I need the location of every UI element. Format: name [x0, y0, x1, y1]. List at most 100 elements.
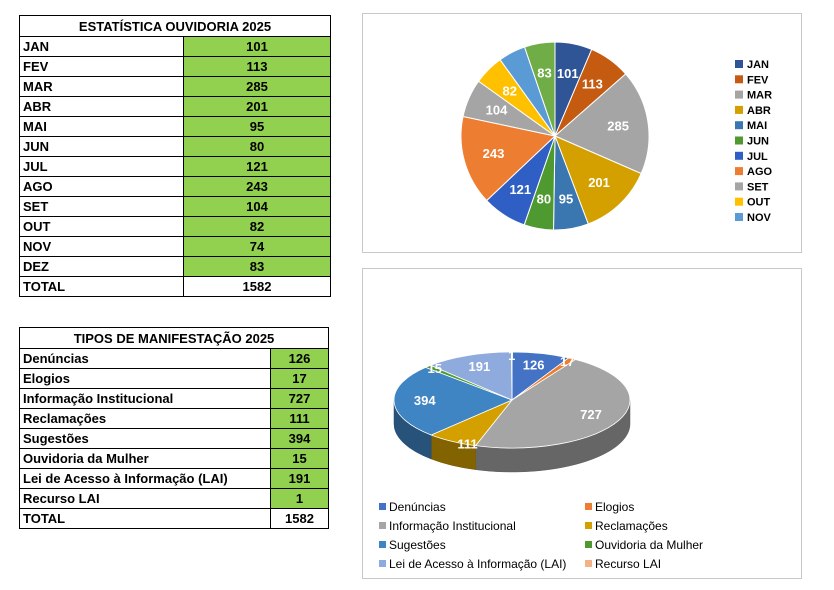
type-row: Informação Institucional 727	[19, 388, 329, 409]
pie-slice-abr	[554, 135, 642, 225]
pie-data-label: 1	[508, 348, 515, 363]
legend-swatch	[379, 522, 386, 529]
type-row-value: 191	[270, 468, 329, 489]
pie-data-label: 95	[559, 191, 573, 206]
month-row-label: DEZ	[19, 256, 184, 277]
legend-swatch	[735, 151, 743, 160]
legend-swatch	[585, 541, 592, 548]
pie-data-label: 83	[537, 65, 551, 80]
month-row: AGO 243	[19, 176, 331, 197]
legend-label: Sugestões	[389, 538, 446, 552]
month-row-value: 121	[183, 156, 331, 177]
legend-swatch	[379, 541, 386, 548]
type-row-label: Informação Institucional	[19, 388, 271, 409]
manifestation-types-title: TIPOS DE MANIFESTAÇÃO 2025	[19, 327, 329, 349]
pie-data-label: 82	[503, 83, 517, 98]
type-row: Denúncias 126	[19, 348, 329, 369]
legend-label: AGO	[747, 166, 773, 178]
month-row: DEZ 83	[19, 256, 331, 277]
type-row-value: 126	[270, 348, 329, 369]
month-row-value: 80	[183, 136, 331, 157]
legend-swatch	[735, 75, 743, 84]
type-row: Lei de Acesso à Informação (LAI) 191	[19, 468, 329, 489]
legend-label: MAI	[747, 120, 767, 132]
month-row-label: JUN	[19, 136, 184, 157]
legend-label: OUT	[747, 197, 771, 209]
legend-label: Reclamações	[595, 519, 668, 533]
manifestation-types-table: TIPOS DE MANIFESTAÇÃO 2025 Denúncias 126 E…	[19, 327, 329, 529]
legend-label: SET	[747, 181, 769, 193]
pie-slice-top	[474, 359, 631, 449]
type-row-value: 1	[270, 488, 329, 509]
month-total-row: TOTAL 1582	[19, 276, 331, 297]
type-row-value: 727	[270, 388, 329, 409]
month-row-label: JUL	[19, 156, 184, 177]
legend-label: Lei de Acesso à Informação (LAI)	[389, 557, 566, 571]
type-row-value: 394	[270, 428, 329, 449]
legend-swatch	[585, 560, 592, 567]
legend-swatch	[585, 522, 592, 529]
legend-swatch	[735, 213, 743, 221]
legend-swatch	[735, 60, 743, 68]
legend-label: FEV	[747, 74, 769, 86]
month-row: JUL 121	[19, 156, 331, 177]
month-row-label: AGO	[19, 176, 184, 197]
legend-swatch	[735, 136, 743, 145]
month-row-value: 201	[183, 96, 331, 117]
month-row-value: 101	[183, 36, 331, 57]
pie-data-label: 191	[468, 359, 490, 374]
type-row-label: Reclamações	[19, 408, 271, 429]
monthly-pie-chart-box: 101 113 285 201 95 80 121 243 104 82 83 JAN FEV MAR AB…	[362, 13, 802, 253]
type-row: Ouvidoria da Mulher 15	[19, 448, 329, 469]
type-row: Sugestões 394	[19, 428, 329, 449]
type-total-label: TOTAL	[19, 508, 271, 529]
legend-label: Elogios	[595, 500, 634, 514]
month-row-value: 285	[183, 76, 331, 97]
legend-label: JAN	[747, 59, 769, 71]
pie-data-label: 104	[486, 103, 508, 118]
types-pie-chart: 126 17 727 111 394 15 191 1 Denúncias Elogios Info…	[379, 348, 703, 571]
legend-swatch	[735, 105, 743, 114]
type-total-row: TOTAL 1582	[19, 508, 329, 529]
legend-swatch	[735, 182, 743, 191]
types-pie-chart-box: 126 17 727 111 394 15 191 1 Denúncias Elogios Info…	[362, 268, 802, 579]
legend-swatch	[735, 197, 743, 206]
pie-slice-top	[429, 351, 513, 401]
pie-data-label: 121	[509, 182, 531, 197]
month-row-label: JAN	[19, 36, 184, 57]
month-row: SET 104	[19, 196, 331, 217]
pie-data-label: 201	[588, 175, 610, 190]
pie-slice-ago	[460, 115, 557, 202]
type-row: Recurso LAI 1	[19, 488, 329, 509]
pie-data-label: 15	[427, 361, 441, 376]
legend-swatch	[585, 503, 592, 510]
type-total-value: 1582	[270, 508, 329, 529]
legend-swatch	[379, 560, 386, 567]
pie-slice-mar	[554, 73, 650, 175]
monthly-stats-title: ESTATÍSTICA OUVIDORIA 2025	[19, 15, 331, 37]
pie-data-label: 727	[580, 407, 602, 422]
month-row: ABR 201	[19, 96, 331, 117]
type-row-value: 17	[270, 368, 329, 389]
pie-data-label: 113	[582, 77, 603, 92]
month-row-label: MAI	[19, 116, 184, 137]
legend-label: Informação Institucional	[389, 519, 516, 533]
pie-data-label: 394	[414, 393, 436, 408]
type-row-label: Sugestões	[19, 428, 271, 449]
type-row-label: Lei de Acesso à Informação (LAI)	[19, 468, 271, 489]
legend-label: ABR	[747, 105, 771, 117]
month-row-label: ABR	[19, 96, 184, 117]
legend-swatch	[379, 503, 386, 510]
pie-data-label: 285	[607, 119, 629, 134]
type-row-label: Elogios	[19, 368, 271, 389]
legend-swatch	[735, 90, 743, 99]
pie-data-label: 243	[483, 146, 505, 161]
month-row: JUN 80	[19, 136, 331, 157]
month-row: FEV 113	[19, 56, 331, 77]
month-row: JAN 101	[19, 36, 331, 57]
pie-data-label: 111	[457, 437, 477, 452]
monthly-stats-table: ESTATÍSTICA OUVIDORIA 2025 JAN 101 FEV 113 M…	[19, 15, 331, 297]
month-row-value: 83	[183, 256, 331, 277]
type-row-value: 111	[270, 408, 329, 429]
